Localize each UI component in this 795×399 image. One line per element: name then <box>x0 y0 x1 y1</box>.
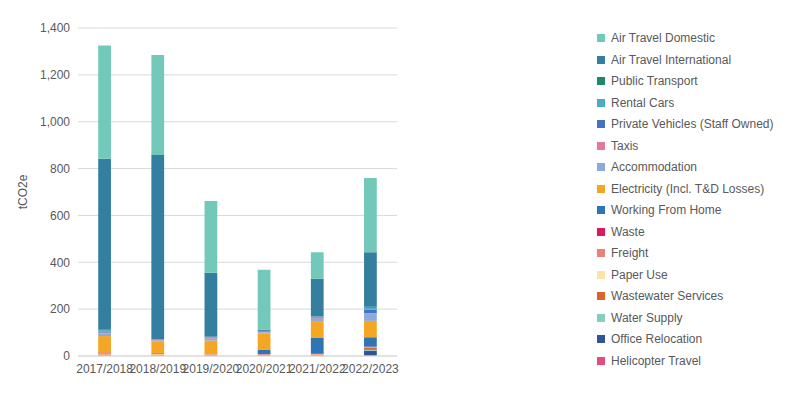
svg-text:2017/2018: 2017/2018 <box>76 362 133 376</box>
html-text:Waste: Waste <box>611 224 645 239</box>
svg-text:0: 0 <box>63 349 70 363</box>
svg-text:600: 600 <box>50 209 70 223</box>
html-text:Private Vehicles (Staff Owned): Private Vehicles (Staff Owned) <box>611 117 774 132</box>
svg-text:1,200: 1,200 <box>40 68 70 82</box>
svg-text:200: 200 <box>50 302 70 316</box>
svg-text:400: 400 <box>50 256 70 270</box>
svg-text:2020/2021: 2020/2021 <box>236 362 293 376</box>
html-text:Water Supply: Water Supply <box>611 310 683 325</box>
svg-text:2022/2023: 2022/2023 <box>342 362 399 376</box>
html-text:Wastewater Services: Wastewater Services <box>611 289 724 304</box>
svg-text:2021/2022: 2021/2022 <box>289 362 346 376</box>
html-text:Working From Home: Working From Home <box>611 203 722 218</box>
svg-text:tCO2e: tCO2e <box>16 174 30 209</box>
html-text:Freight: Freight <box>611 246 649 261</box>
svg-text:2019/2020: 2019/2020 <box>183 362 240 376</box>
html-text:Helicopter Travel: Helicopter Travel <box>611 353 701 368</box>
html-text:Electricity (Incl. T&D Losses): Electricity (Incl. T&D Losses) <box>611 181 765 196</box>
svg-text:1,000: 1,000 <box>40 115 70 129</box>
svg-text:1,400: 1,400 <box>40 21 70 35</box>
html-text:Air Travel International: Air Travel International <box>611 52 732 67</box>
html-text:Accommodation: Accommodation <box>611 160 697 175</box>
svg-text:2018/2019: 2018/2019 <box>129 362 186 376</box>
html-text:Rental Cars: Rental Cars <box>611 95 675 110</box>
html-text:Taxis: Taxis <box>611 138 639 153</box>
html-text:Paper Use: Paper Use <box>611 267 668 282</box>
html-text:Air Travel Domestic: Air Travel Domestic <box>611 31 715 46</box>
html-text:Office Relocation: Office Relocation <box>611 332 703 347</box>
html-text:Public Transport: Public Transport <box>611 74 698 89</box>
svg-text:800: 800 <box>50 162 70 176</box>
